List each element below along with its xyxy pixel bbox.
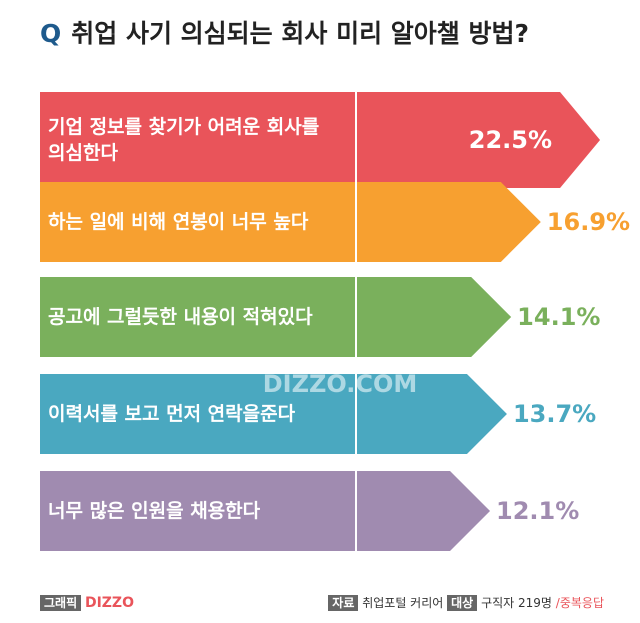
title-block: Q 취업 사기 의심되는 회사 미리 알아챌 방법? [40, 14, 529, 50]
graphic-label: 그래픽 [40, 595, 82, 611]
value-label: 16.9% [547, 208, 630, 236]
arrow-bar [40, 374, 507, 454]
arrow-bar [40, 182, 541, 262]
value-label: 14.1% [517, 303, 600, 331]
category-label: 기업 정보를 찾기가 어려운 회사를 의심한다 [48, 116, 320, 164]
target: 구직자 219명 [481, 596, 552, 610]
arrow-bar [40, 92, 601, 188]
title-prefix: Q [40, 19, 62, 48]
category-label: 하는 일에 비해 연봉이 너무 높다 [48, 211, 309, 233]
source: 취업포털 커리어 [362, 596, 444, 610]
value-label: 22.5% [469, 126, 552, 154]
category-label: 너무 많은 인원을 채용한다 [48, 500, 261, 522]
footer-left: 그래픽 DIZZO [40, 594, 134, 611]
category-label: 이력서를 보고 먼저 연락을준다 [48, 403, 296, 425]
target-label: 대상 [447, 595, 478, 611]
source-label: 자료 [328, 595, 359, 611]
value-label: 13.7% [513, 400, 596, 428]
footer-right: 자료 취업포털 커리어 대상 구직자 219명 /중복응답 [328, 594, 604, 611]
category-label: 공고에 그럴듯한 내용이 적혀있다 [48, 306, 313, 328]
arrow-bar [40, 471, 491, 551]
value-label: 12.1% [496, 497, 579, 525]
watermark: DIZZO.COM [263, 370, 418, 398]
note: /중복응답 [555, 596, 604, 610]
brand: DIZZO [84, 595, 134, 611]
chart-title: 취업 사기 의심되는 회사 미리 알아챌 방법? [71, 19, 529, 48]
arrow-bar [40, 277, 512, 357]
